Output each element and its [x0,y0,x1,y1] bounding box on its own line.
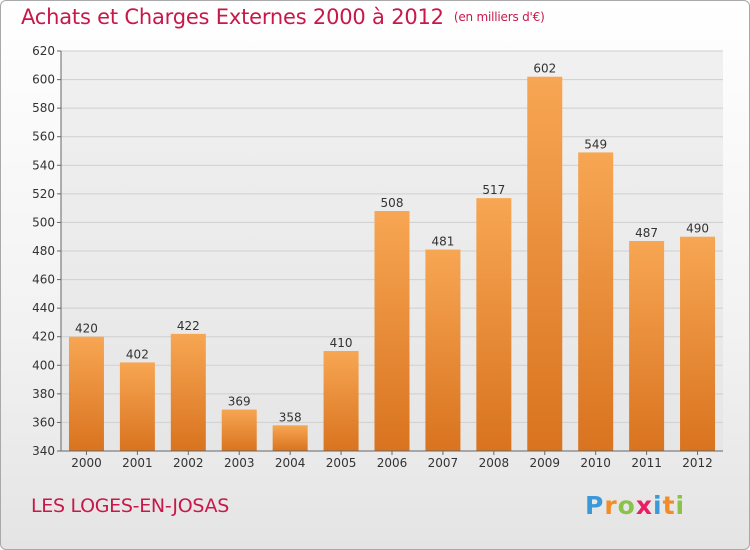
bar-2008 [476,198,512,451]
data-label: 517 [482,183,505,197]
proxiti-logo[interactable]: Proxiti [585,491,685,520]
bar-2002 [170,333,206,451]
x-tick-label: 2003 [224,456,255,470]
logo-letter: r [604,491,618,520]
y-tick-label: 600 [32,73,55,87]
data-label: 422 [177,319,200,333]
location-label: LES LOGES-EN-JOSAS [31,495,229,517]
bar-2001 [119,362,155,451]
x-tick-label: 2011 [631,456,662,470]
y-tick-label: 580 [32,101,55,115]
y-tick-label: 460 [32,273,55,287]
x-tick-label: 2002 [173,456,204,470]
y-tick-label: 500 [32,215,55,229]
y-tick-label: 360 [32,415,55,429]
axes: 340 360 380 400 420 440 460 480 500 520 540 560 580 6… [32,44,723,470]
bar-2010 [578,152,614,451]
bar-2004 [272,425,308,451]
bars: 420 402 422 369 358 410 508 481 517 602 549 487 490 [68,62,716,451]
data-label: 602 [533,62,556,76]
data-label: 487 [635,226,658,240]
bar-2009 [527,76,563,451]
y-tick-label: 620 [32,44,55,58]
logo-letter: o [617,491,636,520]
data-label: 402 [126,347,149,361]
y-tick-label: 380 [32,387,55,401]
bar-2012 [680,236,716,451]
y-tick-label: 420 [32,330,55,344]
x-tick-label: 2000 [71,456,102,470]
bar-2011 [629,241,665,451]
x-tick-label: 2001 [122,456,153,470]
logo-letter: i [675,491,686,520]
x-tick-label: 2007 [428,456,459,470]
logo-letter: x [635,491,653,520]
x-tick-label: 2010 [580,456,611,470]
chart-unit: (en milliers d'€) [453,10,545,24]
logo-letter: P [585,491,605,520]
data-label: 410 [330,336,353,350]
x-tick-label: 2008 [479,456,510,470]
y-tick-label: 400 [32,358,55,372]
y-tick-label: 440 [32,301,55,315]
x-tick-label: 2004 [275,456,306,470]
bar-2006 [374,211,410,451]
bar-2007 [425,249,461,451]
logo-letter: t [662,491,676,520]
bar-2005 [323,351,359,451]
chart-title: Achats et Charges Externes 2000 à 2012 (e… [21,5,545,29]
bar-2003 [221,409,257,451]
logo-letter: i [653,491,663,520]
data-label: 549 [584,137,607,151]
y-tick-label: 340 [32,444,55,458]
chart-title-text: Achats et Charges Externes 2000 à 2012 [21,5,444,29]
x-tick-label: 2012 [682,456,713,470]
x-tick-label: 2006 [377,456,408,470]
data-label: 481 [431,235,454,249]
data-label: 369 [228,395,251,409]
data-label: 358 [279,410,302,424]
bar-2000 [68,336,104,451]
y-tick-label: 560 [32,130,55,144]
x-tick-label: 2009 [529,456,560,470]
y-tick-label: 540 [32,158,55,172]
data-label: 420 [75,322,98,336]
data-label: 490 [686,222,709,236]
y-tick-label: 520 [32,187,55,201]
x-tick-label: 2005 [326,456,357,470]
y-tick-label: 480 [32,244,55,258]
data-label: 508 [381,196,404,210]
